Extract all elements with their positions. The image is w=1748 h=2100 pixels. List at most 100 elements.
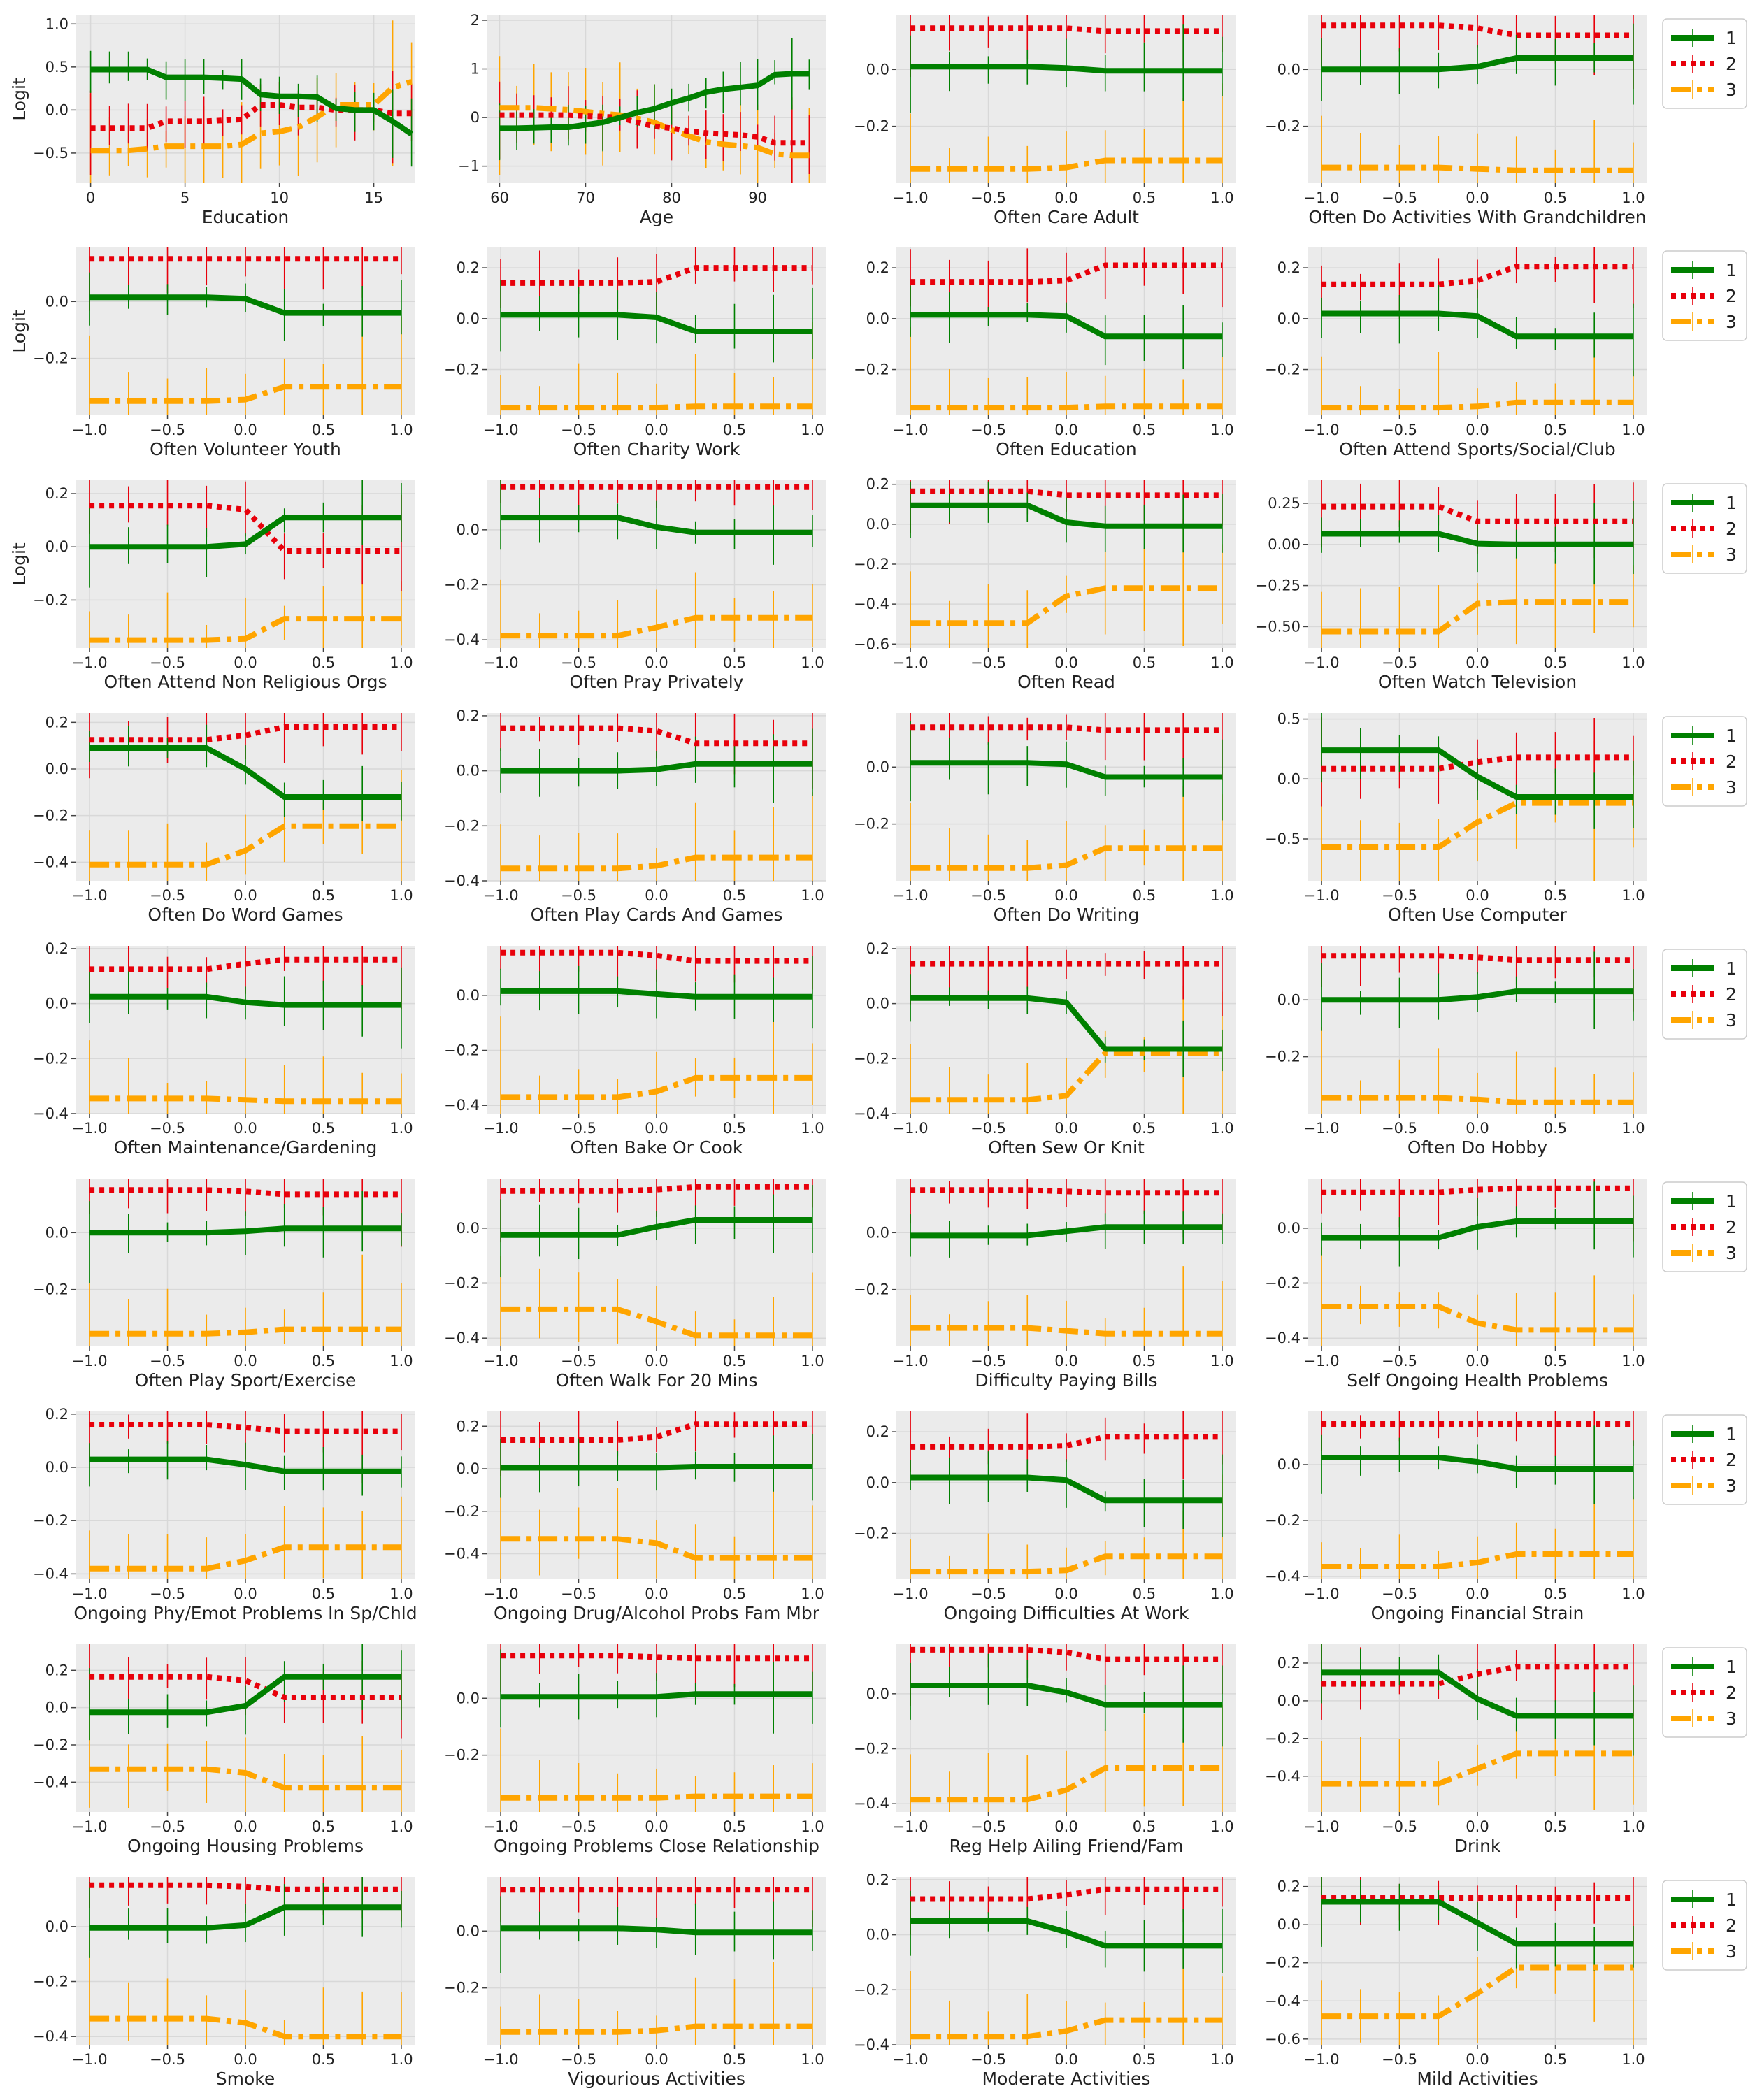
series-3-line xyxy=(501,1306,812,1339)
y-tick-label: −0.2 xyxy=(444,1980,480,1997)
series-3-line xyxy=(910,585,1222,626)
x-axis-label: Ongoing Drug/Alcohol Probs Fam Mbr xyxy=(494,1603,820,1623)
x-tick-label: −1.0 xyxy=(483,1120,519,1137)
series-1-line xyxy=(501,515,812,535)
y-tick-label: 0.0 xyxy=(1277,1456,1301,1473)
y-tick-label: 2 xyxy=(471,12,480,29)
y-tick-label: 0.0 xyxy=(45,1918,69,1935)
y-tick-label: −0.2 xyxy=(854,1050,889,1067)
series-3-line xyxy=(1321,599,1633,635)
y-tick-label: 0.2 xyxy=(866,476,889,493)
series-3-line xyxy=(501,1536,812,1561)
x-axis-label: Vigourious Activities xyxy=(568,2069,745,2089)
plot-contents xyxy=(1321,1179,1634,1346)
x-tick-label: −1.0 xyxy=(893,1120,929,1137)
x-axis-label: Ongoing Housing Problems xyxy=(127,1836,364,1856)
x-tick-label: 0.5 xyxy=(312,1353,335,1369)
y-tick-label: 0.0 xyxy=(866,1474,889,1491)
x-axis-label: Age xyxy=(640,207,673,227)
series-2-line xyxy=(1321,1664,1633,1687)
series-2-line xyxy=(910,1434,1222,1450)
x-tick-label: 0.5 xyxy=(1544,1585,1567,1602)
y-tick-label: 0.00 xyxy=(1268,536,1301,553)
series-2-line xyxy=(501,949,812,964)
plot-contents xyxy=(910,1179,1223,1346)
x-tick-label: 1.0 xyxy=(1621,654,1645,671)
series-1-line xyxy=(910,1474,1222,1504)
series-3-line xyxy=(501,854,812,872)
x-tick-label: 1.0 xyxy=(801,654,824,671)
x-tick-label: 1.0 xyxy=(1210,1120,1233,1137)
legend-label-2: 2 xyxy=(1726,1683,1737,1703)
legend-label-2: 2 xyxy=(1726,286,1737,306)
x-tick-label: 0.0 xyxy=(234,1585,257,1602)
legend-label-3: 3 xyxy=(1726,80,1737,100)
y-tick-label: 0.0 xyxy=(866,995,889,1012)
x-tick-label: 0.0 xyxy=(234,654,257,671)
x-tick-label: 1.0 xyxy=(1210,887,1233,904)
x-tick-label: −1.0 xyxy=(893,422,929,438)
legend: 1 2 3 xyxy=(1662,716,1747,807)
x-tick-label: −1.0 xyxy=(483,887,519,904)
y-tick-label: −0.2 xyxy=(33,591,69,608)
series-2-line xyxy=(499,112,810,146)
x-tick-label: 0.0 xyxy=(234,2051,257,2068)
y-axis-label: Logit xyxy=(9,310,29,353)
series-3-line xyxy=(910,1553,1222,1575)
x-tick-label: −0.5 xyxy=(970,1353,1006,1369)
legend-label-1: 1 xyxy=(1726,958,1737,979)
x-tick-label: 0.5 xyxy=(723,887,746,904)
x-tick-label: −0.5 xyxy=(970,422,1006,438)
y-tick-label: 0.0 xyxy=(866,758,889,775)
series-1-line xyxy=(1321,531,1633,547)
plot-contents xyxy=(1321,1877,1634,2045)
x-tick-label: 0.0 xyxy=(645,422,668,438)
legend-label-1: 1 xyxy=(1726,28,1737,48)
y-tick-label: −0.2 xyxy=(444,1747,480,1764)
series-3-line xyxy=(89,1544,401,1572)
x-tick-label: 0.5 xyxy=(312,422,335,438)
x-axis-label: Often Play Sport/Exercise xyxy=(135,1370,357,1390)
x-tick-label: −0.5 xyxy=(1382,1818,1417,1835)
x-tick-label: 0.0 xyxy=(1466,189,1489,206)
legend: 1 2 3 xyxy=(1662,1181,1747,1272)
x-axis-label: Mild Activities xyxy=(1417,2069,1538,2089)
y-tick-label: −0.4 xyxy=(854,1105,889,1122)
subplot-29: −0.4 −0.2 0.0 0.2 −1.0 −0.5 0.0 0.5 1.0 Ongoing H… xyxy=(33,1644,415,1856)
x-axis-label: Education xyxy=(202,207,289,227)
x-tick-label: 0.5 xyxy=(1133,422,1156,438)
x-tick-label: −0.5 xyxy=(561,2051,596,2068)
legend: 1 2 3 xyxy=(1662,949,1747,1040)
x-tick-label: 1.0 xyxy=(801,422,824,438)
series-1-line xyxy=(499,71,810,131)
x-tick-label: −0.5 xyxy=(150,654,185,671)
y-tick-label: 0.0 xyxy=(1277,991,1301,1008)
series-1-line xyxy=(1321,747,1633,800)
plot-area xyxy=(76,15,415,183)
x-tick-label: −0.5 xyxy=(561,887,596,904)
series-1-line xyxy=(1321,1899,1633,1947)
x-axis-label: Often Use Computer xyxy=(1388,905,1568,925)
series-3-line xyxy=(1321,164,1633,173)
x-tick-label: 0.5 xyxy=(723,1120,746,1137)
legend-label-2: 2 xyxy=(1726,1450,1737,1470)
x-tick-label: 0.0 xyxy=(1054,1120,1077,1137)
subplot-24: −0.4 −0.2 0.0 −1.0 −0.5 0.0 0.5 1.0 Self Ongoing… xyxy=(1265,1179,1747,1390)
plot-contents xyxy=(500,480,813,648)
x-axis-label: Often Care Adult xyxy=(994,207,1139,227)
series-1-line xyxy=(910,1683,1222,1708)
x-tick-label: 60 xyxy=(490,189,509,206)
x-tick-label: 80 xyxy=(662,189,681,206)
x-tick-label: −1.0 xyxy=(483,654,519,671)
x-tick-label: 10 xyxy=(270,189,289,206)
series-3-line xyxy=(501,2023,812,2035)
x-axis-label: Often Volunteer Youth xyxy=(150,439,341,459)
y-tick-label: −0.2 xyxy=(854,118,889,135)
x-axis-label: Often Read xyxy=(1017,672,1115,692)
y-tick-label: 0.5 xyxy=(45,59,69,75)
x-tick-label: 1.0 xyxy=(389,1585,413,1602)
subplot-19: −0.4 −0.2 0.0 0.2 −1.0 −0.5 0.0 0.5 1.0 Often Sew… xyxy=(854,940,1236,1158)
subplot-15: −0.2 0.0 −1.0 −0.5 0.0 0.5 1.0 Often Do Writing xyxy=(854,713,1236,925)
x-tick-label: 0.5 xyxy=(1133,887,1156,904)
